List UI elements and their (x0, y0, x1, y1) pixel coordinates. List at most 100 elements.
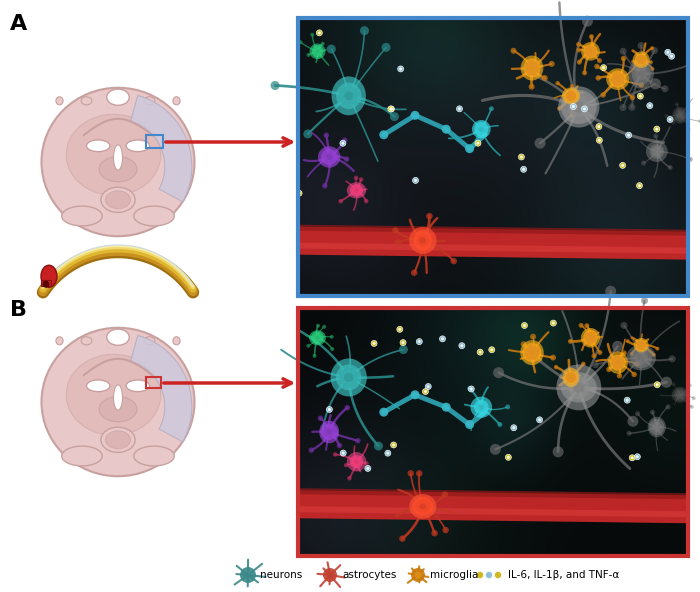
Ellipse shape (365, 465, 371, 471)
Ellipse shape (576, 42, 581, 47)
Ellipse shape (321, 149, 337, 165)
Ellipse shape (626, 345, 656, 371)
Ellipse shape (339, 199, 343, 204)
Ellipse shape (653, 134, 658, 139)
Ellipse shape (477, 571, 484, 578)
Ellipse shape (388, 106, 394, 112)
Ellipse shape (414, 230, 432, 251)
Ellipse shape (566, 372, 576, 383)
Ellipse shape (641, 297, 648, 304)
Ellipse shape (530, 334, 536, 340)
Ellipse shape (366, 467, 370, 470)
Ellipse shape (668, 53, 675, 59)
Ellipse shape (654, 149, 659, 154)
Ellipse shape (570, 84, 574, 88)
Ellipse shape (389, 106, 394, 112)
Ellipse shape (583, 330, 598, 346)
Ellipse shape (99, 157, 137, 182)
Ellipse shape (323, 427, 335, 437)
Ellipse shape (671, 121, 676, 125)
Ellipse shape (494, 571, 501, 578)
Ellipse shape (414, 179, 417, 182)
Ellipse shape (596, 75, 601, 81)
Ellipse shape (113, 385, 122, 410)
Ellipse shape (626, 339, 629, 343)
Ellipse shape (633, 52, 650, 68)
Ellipse shape (639, 343, 643, 348)
Ellipse shape (638, 56, 645, 64)
Ellipse shape (522, 168, 525, 171)
Polygon shape (298, 227, 688, 260)
Ellipse shape (589, 34, 594, 39)
Ellipse shape (552, 321, 555, 324)
Ellipse shape (648, 104, 651, 107)
Ellipse shape (307, 344, 310, 348)
Ellipse shape (314, 334, 321, 342)
Polygon shape (298, 243, 688, 253)
Ellipse shape (568, 94, 573, 98)
Ellipse shape (493, 367, 504, 378)
Ellipse shape (582, 15, 593, 27)
Ellipse shape (598, 139, 601, 141)
Ellipse shape (629, 59, 654, 89)
Ellipse shape (397, 326, 402, 332)
Ellipse shape (649, 419, 664, 435)
Ellipse shape (134, 206, 174, 226)
Ellipse shape (477, 141, 480, 144)
Ellipse shape (475, 140, 481, 146)
Ellipse shape (399, 535, 405, 542)
Ellipse shape (240, 567, 256, 583)
Ellipse shape (620, 162, 626, 168)
Ellipse shape (634, 453, 640, 460)
Ellipse shape (410, 111, 419, 120)
Ellipse shape (442, 491, 448, 498)
Polygon shape (298, 488, 688, 499)
Ellipse shape (344, 156, 349, 162)
Ellipse shape (412, 497, 433, 516)
Ellipse shape (399, 345, 408, 354)
Ellipse shape (648, 417, 666, 437)
Ellipse shape (346, 182, 366, 198)
Ellipse shape (642, 355, 645, 359)
Ellipse shape (592, 361, 599, 368)
Ellipse shape (309, 448, 314, 453)
Ellipse shape (451, 258, 457, 265)
Ellipse shape (612, 357, 624, 368)
Ellipse shape (588, 49, 593, 54)
Ellipse shape (675, 109, 686, 121)
Ellipse shape (472, 120, 491, 139)
Ellipse shape (344, 91, 354, 101)
Ellipse shape (62, 446, 102, 466)
Ellipse shape (612, 341, 623, 352)
Ellipse shape (298, 40, 302, 44)
Ellipse shape (676, 391, 685, 399)
Ellipse shape (629, 95, 635, 101)
Ellipse shape (398, 66, 404, 72)
Ellipse shape (342, 452, 344, 455)
Ellipse shape (400, 340, 406, 346)
Ellipse shape (126, 380, 150, 392)
Ellipse shape (630, 347, 652, 368)
Ellipse shape (359, 177, 363, 182)
Ellipse shape (633, 63, 638, 68)
Ellipse shape (666, 404, 671, 410)
Ellipse shape (631, 372, 637, 377)
Ellipse shape (581, 328, 600, 348)
Ellipse shape (581, 42, 600, 61)
Ellipse shape (583, 44, 598, 59)
Ellipse shape (144, 96, 155, 105)
Ellipse shape (395, 239, 402, 246)
Ellipse shape (678, 393, 682, 397)
Ellipse shape (441, 337, 444, 340)
Ellipse shape (601, 65, 607, 70)
Ellipse shape (330, 335, 334, 339)
Ellipse shape (654, 382, 660, 388)
Ellipse shape (650, 67, 655, 71)
Ellipse shape (579, 323, 584, 328)
Ellipse shape (520, 156, 523, 159)
Ellipse shape (564, 371, 578, 384)
Ellipse shape (126, 140, 150, 152)
Ellipse shape (668, 118, 671, 121)
Ellipse shape (606, 68, 629, 90)
Ellipse shape (584, 323, 589, 328)
